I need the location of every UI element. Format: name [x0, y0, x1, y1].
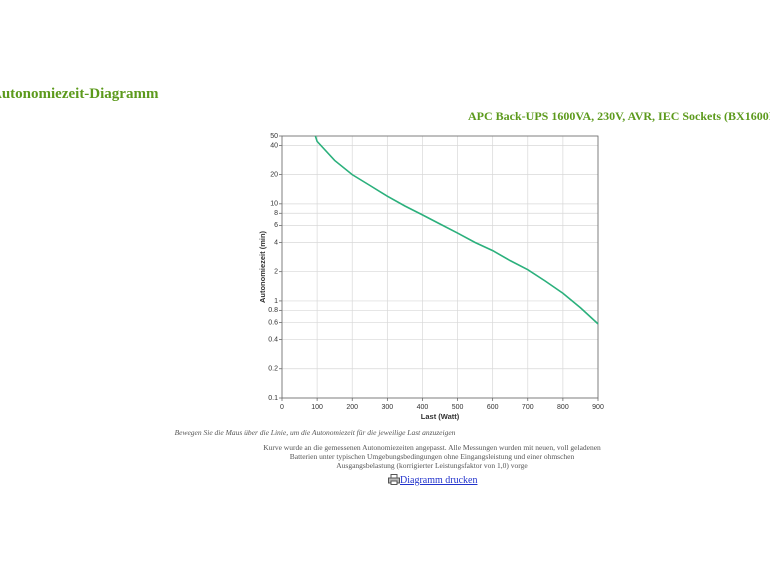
y-tick-label: 0.1 [268, 395, 278, 402]
x-tick-label: 200 [346, 404, 358, 411]
runtime-line [314, 135, 599, 325]
x-tick-label: 600 [487, 404, 499, 411]
y-tick-label: 0.2 [268, 366, 278, 373]
y-tick-label: 4 [274, 239, 278, 246]
y-tick-label: 2 [274, 269, 278, 276]
y-axis-label: Autonomiezeit (min) [258, 230, 267, 303]
hint: Bewegen Sie die Maus über die Linie, um … [174, 428, 456, 437]
printer-icon [388, 474, 400, 485]
y-tick-label: 8 [274, 210, 278, 217]
x-tick-label: 500 [452, 404, 464, 411]
print-link-text[interactable]: Diagramm drucken [400, 475, 478, 486]
y-tick-label: 1 [274, 298, 278, 305]
y-tick-label: 0.4 [268, 336, 278, 343]
x-tick-label: 0 [280, 404, 284, 411]
x-tick-label: 300 [381, 404, 393, 411]
y-tick-label: 10 [270, 201, 278, 208]
print-link[interactable]: Diagramm drucken [388, 474, 477, 486]
x-tick-label: 700 [522, 404, 534, 411]
y-tick-label: 6 [274, 222, 278, 229]
x-tick-label: 100 [311, 404, 323, 411]
plot-frame [281, 135, 599, 399]
note: Kurve wurde an die gemessenen Autonomiez… [263, 443, 601, 470]
page-title: Autonomiezeit-Diagramm [0, 86, 159, 102]
y-tick-label: 50 [270, 133, 278, 140]
x-tick-label: 900 [592, 404, 604, 411]
y-tick-label: 40 [270, 142, 278, 149]
y-tick-label: 0.6 [268, 319, 278, 326]
x-axis-label: Last (Watt) [421, 412, 460, 421]
product-title: APC Back-UPS 1600VA, 230V, AVR, IEC Sock… [468, 109, 770, 123]
x-tick-label: 800 [557, 404, 569, 411]
y-tick-label: 20 [270, 171, 278, 178]
x-tick-label: 400 [417, 404, 429, 411]
y-tick-label: 0.8 [268, 307, 278, 314]
